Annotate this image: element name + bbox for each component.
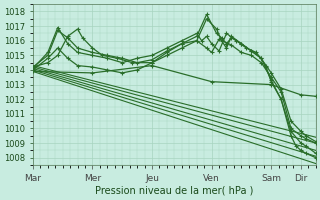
X-axis label: Pression niveau de la mer( hPa ): Pression niveau de la mer( hPa ) <box>95 186 253 196</box>
